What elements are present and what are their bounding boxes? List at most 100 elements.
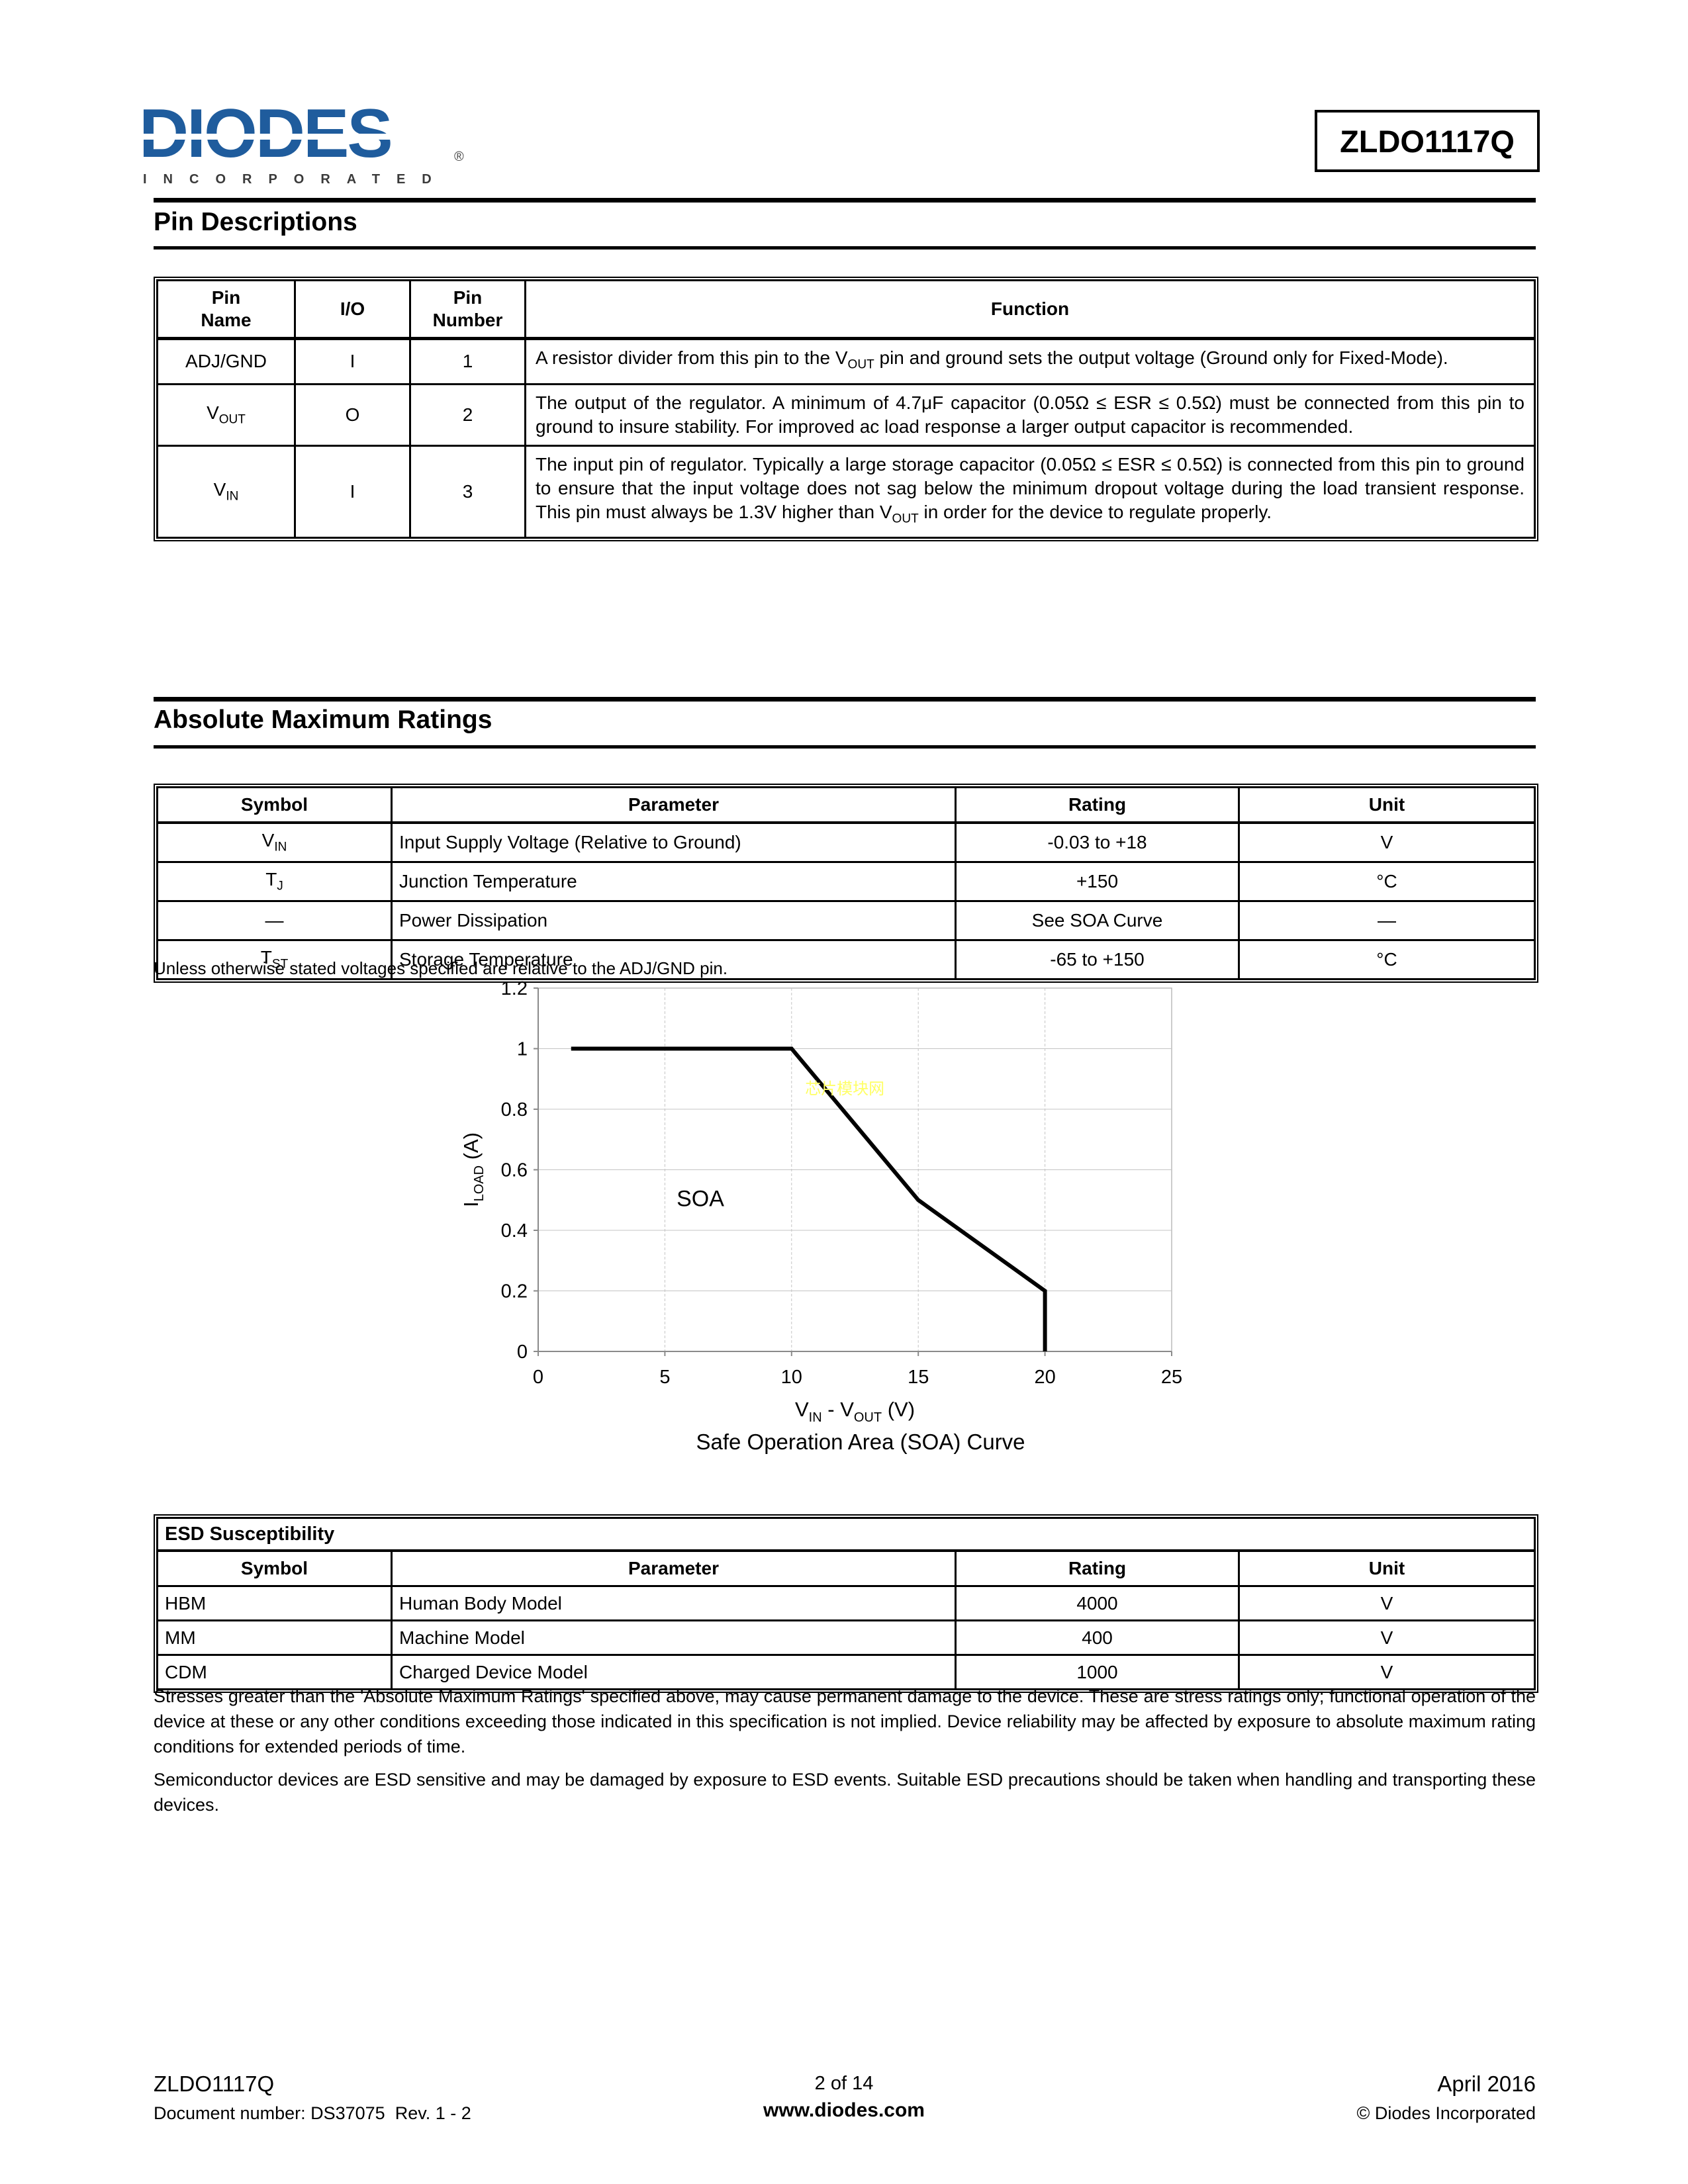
parameter-cell: Power Dissipation [391, 900, 957, 941]
footer-part-number: ZLDO1117Q [154, 2071, 275, 2096]
table-row: TJ Junction Temperature +150 °C [156, 861, 1536, 902]
rating-cell: See SOA Curve [955, 900, 1240, 941]
symbol-header: Symbol [156, 1549, 393, 1587]
diodes-logo-slit [140, 134, 450, 140]
symbol-header: Symbol [156, 786, 393, 824]
x-tick-label: 10 [781, 1367, 802, 1388]
parameter-cell: Junction Temperature [391, 861, 957, 902]
registered-mark-icon: ® [454, 150, 464, 164]
function-cell: A resistor divider from this pin to the … [524, 338, 1536, 385]
part-number-box: ZLDO1117Q [1315, 110, 1540, 172]
esd-note: Semiconductor devices are ESD sensitive … [154, 1770, 1536, 1815]
footer-page-number: 2 of 14 [814, 2073, 874, 2094]
y-tick-label: 0.4 [501, 1220, 528, 1242]
watermark-text: 芯片模块网 [805, 1080, 884, 1098]
section-rule [154, 697, 1536, 702]
parameter-header: Parameter [391, 786, 957, 824]
rating-cell: +150 [955, 861, 1240, 902]
esd-table: ESD Susceptibility Symbol Parameter Rati… [154, 1514, 1538, 1693]
table-row: VIN I 3 The input pin of regulator. Typi… [156, 444, 1536, 539]
y-tick-label: 1 [517, 1039, 528, 1060]
symbol-cell: VIN [156, 821, 393, 863]
pin-name-cell: ADJ/GND [156, 338, 296, 385]
amr-table: Symbol Parameter Rating Unit VIN Input S… [154, 784, 1538, 983]
rating-cell: 4000 [955, 1585, 1240, 1621]
io-cell: I [294, 338, 411, 385]
y-axis-label: ILOAD​ (A) [459, 1132, 487, 1207]
soa-curve [571, 1046, 1047, 1351]
table-header-row: Pin Name I/O Pin Number Function [156, 279, 1536, 340]
table-row: MM Machine Model 400 V [156, 1619, 1536, 1656]
unit-header: Unit [1238, 1549, 1536, 1587]
symbol-cell: CDM [156, 1654, 393, 1690]
table-row: VOUT O 2 The output of the regulator. A … [156, 383, 1536, 447]
unit-cell: °C [1238, 939, 1536, 980]
esd-title-row: ESD Susceptibility [156, 1517, 1536, 1552]
amr-note: Unless otherwise stated voltages specifi… [154, 958, 728, 978]
pin-name-cell: VOUT [156, 383, 296, 447]
x-tick-label: 20 [1034, 1367, 1055, 1388]
table-header-row: Symbol Parameter Rating Unit [156, 1549, 1536, 1587]
y-tick-label: 1.2 [501, 978, 528, 999]
parameter-cell: Charged Device Model [391, 1654, 957, 1690]
unit-cell: V [1238, 821, 1536, 863]
parameter-cell: Machine Model [391, 1619, 957, 1656]
symbol-cell: HBM [156, 1585, 393, 1621]
esd-title: ESD Susceptibility [156, 1517, 1536, 1552]
parameter-cell: Input Supply Voltage (Relative to Ground… [391, 821, 957, 863]
y-tick-label: 0.8 [501, 1099, 528, 1120]
soa-chart: 0 5 10 15 20 25 0 0.2 0.4 0.6 0.8 1 1.2 VIN​ - VOUT​ … [459, 978, 1182, 1425]
rating-cell: 400 [955, 1619, 1240, 1656]
pin-name-cell: VIN [156, 444, 296, 539]
unit-cell: °C [1238, 861, 1536, 902]
table-row: — Power Dissipation See SOA Curve — [156, 900, 1536, 941]
footer-doc-number: Document number: DS37075 Rev. 1 - 2 [154, 2103, 471, 2123]
pin-name-header: Pin Name [156, 279, 296, 340]
unit-cell: V [1238, 1654, 1536, 1690]
pin-number-header: Pin Number [409, 279, 526, 340]
rating-cell: -0.03 to +18 [955, 821, 1240, 863]
chart-annotation: SOA [677, 1186, 724, 1211]
unit-cell: — [1238, 900, 1536, 941]
part-number-text: ZLDO1117Q [1340, 123, 1515, 159]
symbol-cell: TST [156, 939, 393, 980]
table-header-row: Symbol Parameter Rating Unit [156, 786, 1536, 824]
logo-incorporated-text: INCORPORATED [143, 172, 448, 187]
section-rule [154, 246, 1536, 250]
parameter-cell: Storage Temperature [391, 939, 957, 980]
x-tick-label: 5 [659, 1367, 670, 1388]
table-row: TST Storage Temperature -65 to +150 °C [156, 939, 1536, 980]
footer-website-link[interactable]: www.diodes.com [763, 2099, 925, 2121]
io-cell: O [294, 383, 411, 447]
rating-header: Rating [955, 1549, 1240, 1587]
symbol-cell: — [156, 900, 393, 941]
symbol-cell: TJ [156, 861, 393, 902]
pin-descriptions-heading: Pin Descriptions [154, 208, 357, 236]
pin-number-cell: 1 [409, 338, 526, 385]
pin-number-cell: 2 [409, 383, 526, 447]
function-cell: The input pin of regulator. Typically a … [524, 444, 1536, 539]
unit-cell: V [1238, 1619, 1536, 1656]
io-cell: I [294, 444, 411, 539]
x-tick-label: 15 [908, 1367, 929, 1388]
function-cell: The output of the regulator. A minimum o… [524, 383, 1536, 447]
chart-caption: Safe Operation Area (SOA) Curve [696, 1430, 1025, 1454]
table-row: VIN Input Supply Voltage (Relative to Gr… [156, 821, 1536, 863]
table-row: HBM Human Body Model 4000 V [156, 1585, 1536, 1621]
unit-header: Unit [1238, 786, 1536, 824]
io-header: I/O [294, 279, 411, 340]
parameter-header: Parameter [391, 1549, 957, 1587]
parameter-cell: Human Body Model [391, 1585, 957, 1621]
stress-note: Stresses greater than the 'Absolute Maxi… [154, 1686, 1536, 1756]
x-tick-label: 25 [1161, 1367, 1182, 1388]
footer-date: April 2016 [1437, 2071, 1536, 2096]
pin-number-cell: 3 [409, 444, 526, 539]
unit-cell: V [1238, 1585, 1536, 1621]
rating-cell: 1000 [955, 1654, 1240, 1690]
symbol-cell: MM [156, 1619, 393, 1656]
footer-copyright: © Diodes Incorporated [1356, 2103, 1536, 2123]
x-tick-label: 0 [533, 1367, 543, 1388]
diodes-logo: DIODES ® INCORPORATED [139, 99, 464, 187]
y-tick-label: 0.6 [501, 1160, 528, 1181]
